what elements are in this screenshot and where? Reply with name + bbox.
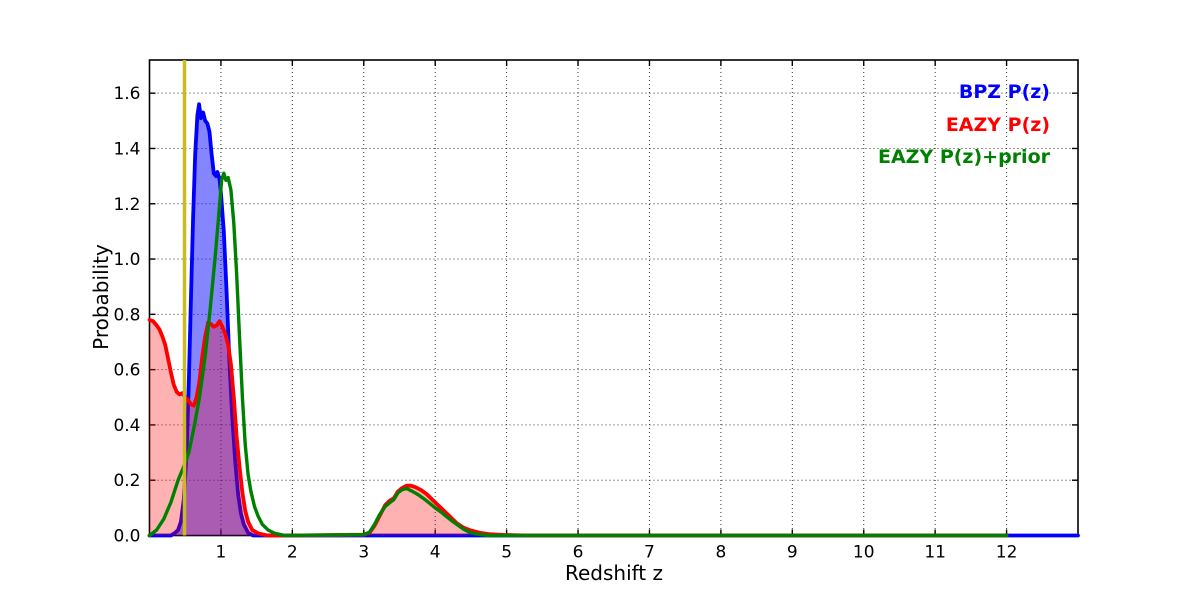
legend-item-eazy-prior: EAZY P(z)+prior (877, 146, 1050, 168)
x-tick-label: 7 (644, 543, 655, 563)
bpz-p-z-curve (147, 102, 1080, 538)
x-tick-label: 6 (573, 543, 584, 563)
legend-item-bpz: BPZ P(z) (958, 81, 1050, 103)
x-tick-label: 1 (216, 543, 227, 563)
y-tick-label: 0.0 (113, 527, 140, 547)
y-tick-label: 1.6 (113, 84, 140, 104)
x-tick-label: 2 (287, 543, 298, 563)
y-tick-label: 1.4 (113, 139, 140, 159)
x-tick-label: 10 (853, 543, 875, 563)
x-axis-label: Redshift z (564, 561, 664, 585)
y-tick-label: 0.4 (113, 416, 140, 436)
x-tick-label: 12 (996, 543, 1018, 563)
x-tick-label: 8 (715, 543, 726, 563)
x-tick-label: 3 (358, 543, 369, 563)
y-tick-label: 0.8 (113, 305, 140, 325)
y-axis-label: Probability (89, 244, 113, 350)
y-tick-label: 0.6 (113, 361, 140, 381)
x-tick-label: 9 (787, 543, 798, 563)
eazy-p-z-fill (149, 319, 1007, 536)
x-tick-label: 5 (501, 543, 512, 563)
y-tick-label: 1.2 (113, 195, 140, 215)
x-tick-label: 11 (924, 543, 946, 563)
eazy-p-z-curve (147, 318, 1009, 538)
legend: BPZ P(z) EAZY P(z) EAZY P(z)+prior (878, 76, 1050, 174)
y-tick-label: 0.2 (113, 471, 140, 491)
legend-item-eazy: EAZY P(z) (945, 113, 1050, 136)
eazy-p-z-prior-curve (147, 171, 1009, 538)
y-tick-label: 1.0 (113, 250, 140, 270)
x-tick-label: 4 (430, 543, 441, 563)
